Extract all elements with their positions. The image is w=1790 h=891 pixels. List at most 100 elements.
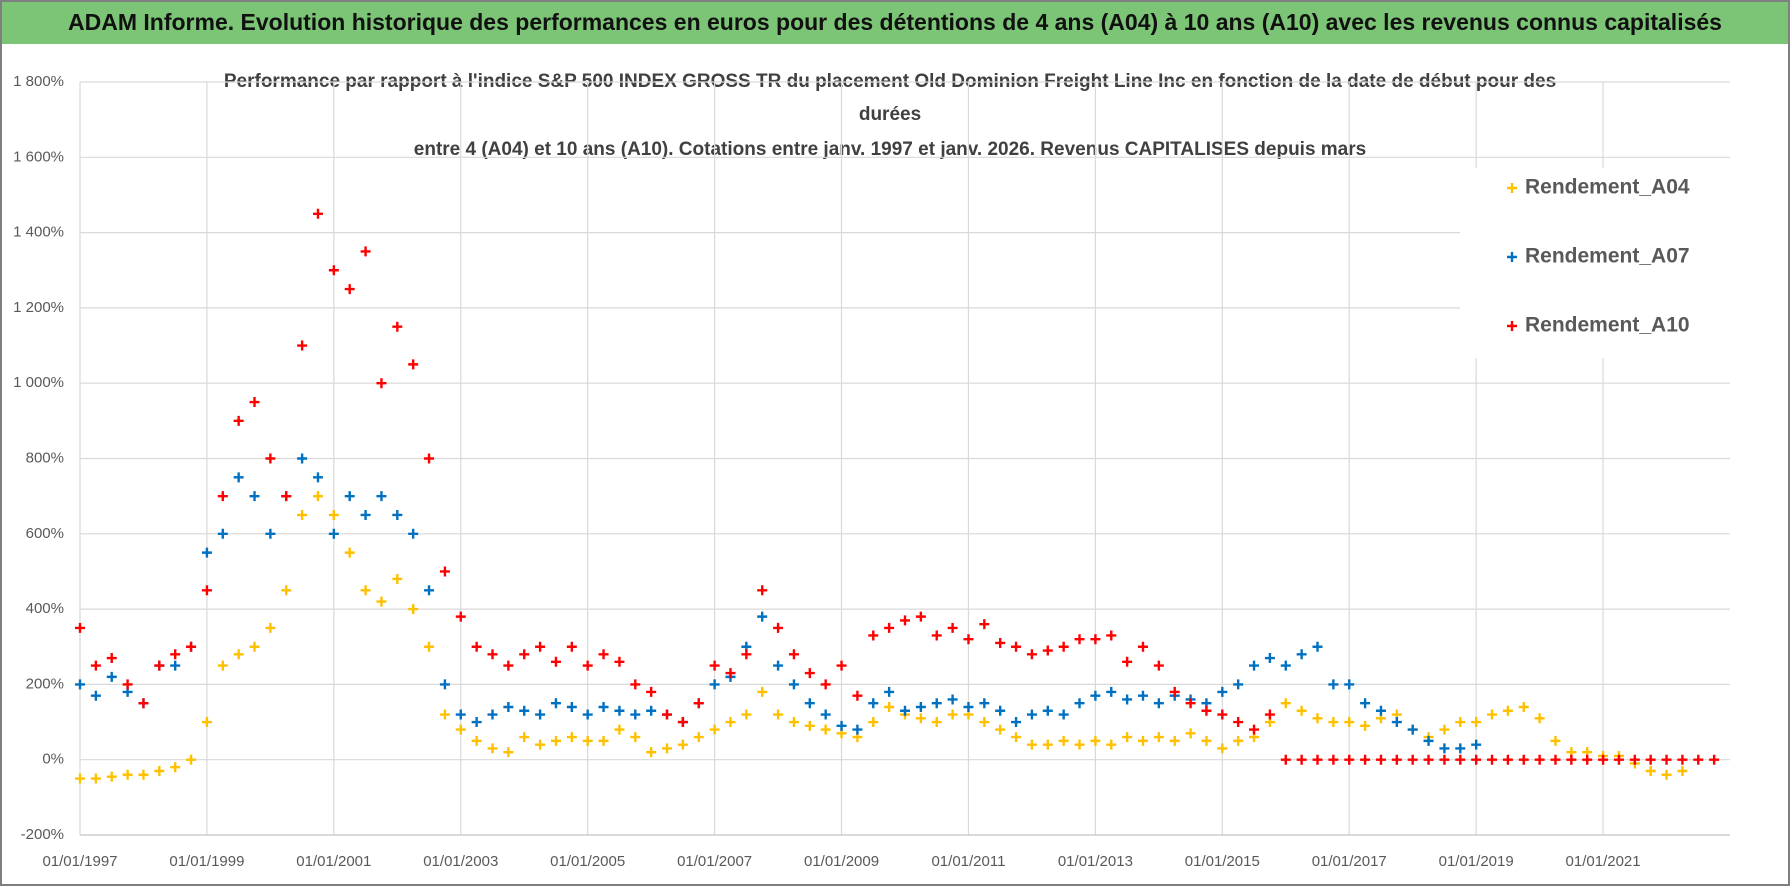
x-tick-label: 01/01/2009	[804, 853, 879, 870]
point	[900, 615, 910, 626]
point	[471, 641, 482, 652]
point	[90, 690, 101, 701]
x-tick-label: 01/01/2017	[1312, 853, 1387, 870]
point	[217, 491, 228, 502]
point	[106, 671, 117, 682]
point	[519, 705, 530, 716]
point	[1328, 717, 1339, 728]
point	[1169, 735, 1180, 746]
point	[1137, 690, 1148, 701]
point	[1312, 754, 1323, 765]
point	[1550, 754, 1561, 765]
point	[1026, 649, 1037, 660]
point	[1534, 713, 1545, 724]
point	[376, 491, 387, 502]
point	[487, 743, 498, 754]
point	[201, 547, 212, 558]
point	[1074, 739, 1085, 750]
point	[471, 735, 482, 746]
point	[503, 747, 514, 758]
point	[1106, 739, 1117, 750]
point	[344, 284, 355, 295]
point	[1645, 765, 1656, 776]
point	[550, 698, 561, 709]
y-tick-label: 1 600%	[13, 148, 64, 165]
y-tick-label: 1 000%	[13, 374, 64, 391]
point	[1407, 754, 1418, 765]
point	[455, 724, 466, 735]
x-tick-label: 01/01/2013	[1058, 853, 1133, 870]
point	[1201, 705, 1212, 716]
point	[1360, 754, 1371, 765]
point	[1026, 709, 1037, 720]
point	[75, 773, 85, 784]
point	[1264, 709, 1275, 720]
point	[677, 739, 688, 750]
y-tick-label: 1 400%	[13, 224, 64, 241]
point	[693, 732, 704, 743]
point	[297, 509, 308, 520]
point	[995, 724, 1006, 735]
point	[1344, 754, 1355, 765]
point	[297, 340, 308, 351]
point	[1613, 754, 1624, 765]
point	[646, 686, 657, 697]
point	[1455, 743, 1466, 754]
point	[1074, 634, 1085, 645]
point	[1137, 641, 1148, 652]
point	[1439, 724, 1450, 735]
point	[741, 649, 752, 660]
point	[1090, 735, 1101, 746]
point	[1106, 686, 1117, 697]
banner: ADAM Informe. Evolution historique des p…	[68, 9, 1722, 35]
point	[1661, 769, 1672, 780]
point	[312, 208, 323, 219]
point	[566, 732, 577, 743]
point	[1280, 698, 1291, 709]
point	[582, 735, 593, 746]
point	[1709, 754, 1720, 765]
point	[963, 701, 974, 712]
y-tick-label: 0%	[42, 751, 64, 768]
point	[1344, 717, 1355, 728]
point	[1201, 735, 1212, 746]
point	[535, 739, 546, 750]
legend-label: Rendement_A10	[1525, 314, 1690, 337]
point	[1217, 743, 1228, 754]
point	[1566, 754, 1577, 765]
point	[915, 713, 926, 724]
series	[75, 491, 1688, 784]
point	[773, 709, 784, 720]
point	[1534, 754, 1545, 765]
point	[598, 649, 609, 660]
point	[662, 743, 673, 754]
point	[852, 690, 863, 701]
point	[757, 686, 768, 697]
x-tick-label: 01/01/1997	[42, 853, 117, 870]
point	[408, 528, 419, 539]
point	[1296, 649, 1307, 660]
point	[1042, 705, 1053, 716]
point	[154, 765, 165, 776]
point	[281, 491, 292, 502]
point	[1090, 690, 1101, 701]
point	[550, 656, 561, 667]
point	[265, 528, 276, 539]
point	[725, 668, 736, 679]
point	[614, 724, 625, 735]
point	[170, 649, 181, 660]
point	[1439, 754, 1450, 765]
point	[265, 453, 276, 464]
point	[170, 762, 181, 773]
point	[1471, 739, 1482, 750]
point	[1423, 754, 1434, 765]
x-tick-label: 01/01/2015	[1185, 853, 1260, 870]
point	[709, 724, 720, 735]
point	[1344, 679, 1355, 690]
point	[884, 701, 895, 712]
point	[1375, 705, 1386, 716]
legend-label: Rendement_A04	[1525, 176, 1690, 199]
point	[75, 622, 85, 633]
point	[90, 773, 101, 784]
point	[1153, 698, 1164, 709]
